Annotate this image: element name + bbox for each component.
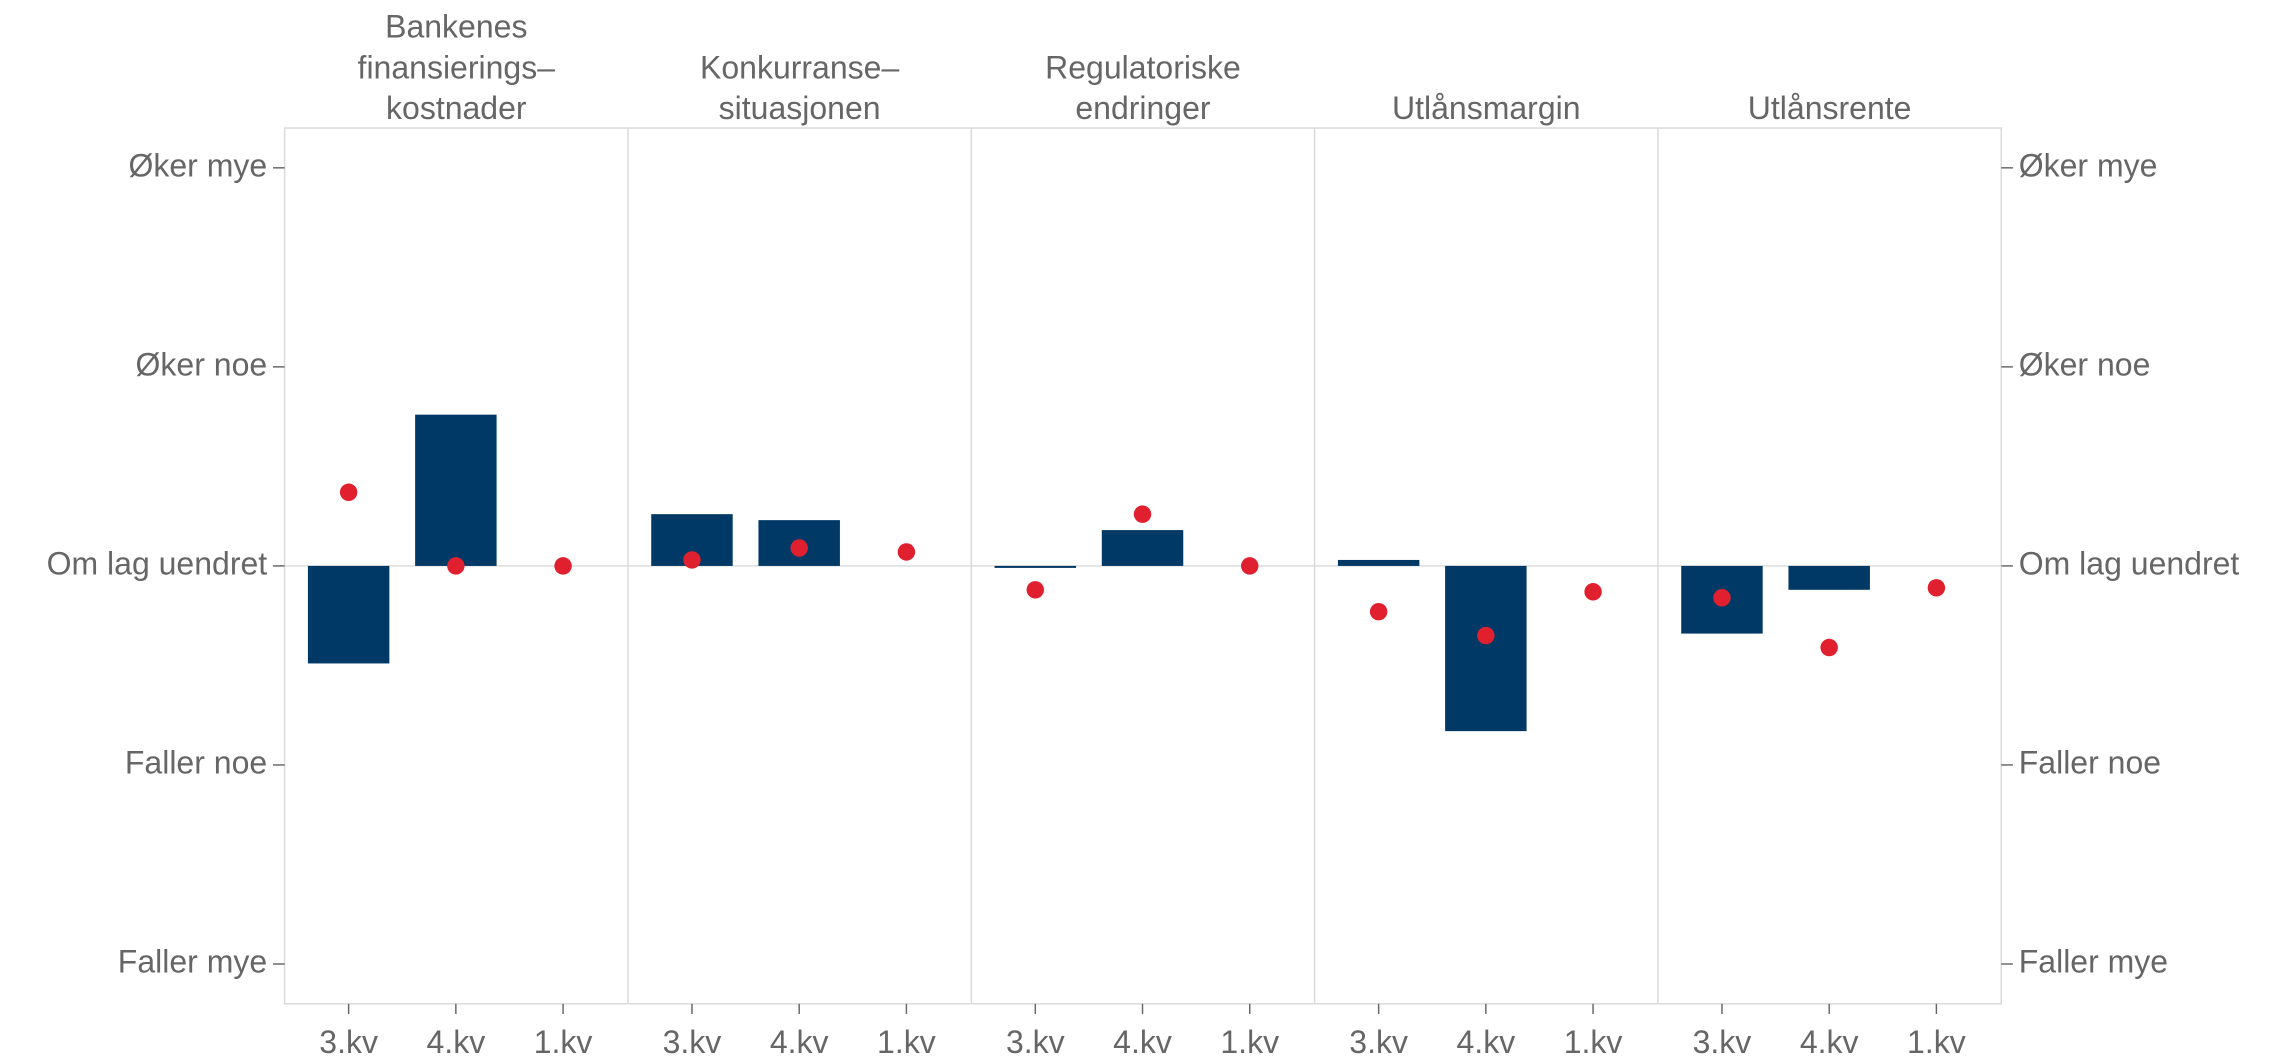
x-tick-label: 4.kv — [1457, 1024, 1516, 1060]
bar — [994, 565, 1077, 568]
dot — [1369, 602, 1388, 621]
x-tick-label: 3.kv — [1693, 1024, 1752, 1060]
x-tick-label: 4.kv — [770, 1024, 829, 1060]
y2-tick-label: Øker noe — [2019, 346, 2151, 382]
x-tick-label: 4.kv — [1800, 1024, 1859, 1060]
x-tick-label: 3.kv — [1006, 1024, 1065, 1060]
y-tick-label: Øker noe — [136, 346, 268, 382]
y2-tick-label: Om lag uendret — [2019, 545, 2240, 581]
panel-title: Bankenes — [385, 9, 527, 45]
x-tick-label: 1.kv — [1220, 1024, 1279, 1060]
dot — [1026, 581, 1045, 599]
bar — [1101, 530, 1184, 566]
dot — [554, 557, 572, 575]
panel-title: Konkurranse– — [700, 49, 899, 85]
bar — [1337, 559, 1420, 566]
x-tick-label: 1.kv — [534, 1024, 593, 1060]
panel-title: Utlånsrente — [1748, 90, 1912, 126]
dot — [683, 551, 701, 569]
dot — [1927, 579, 1946, 597]
panel-title: endringer — [1075, 90, 1211, 126]
dot — [790, 539, 808, 557]
y2-tick-label: Faller noe — [2019, 744, 2161, 780]
dot — [1241, 557, 1259, 575]
y-tick-label: Faller mye — [118, 943, 267, 979]
x-tick-label: 4.kv — [1113, 1024, 1172, 1060]
dot — [339, 483, 358, 501]
bar — [1445, 565, 1527, 732]
dot — [897, 543, 916, 561]
panel-title: Regulatoriske — [1045, 49, 1241, 85]
x-tick-label: 4.kv — [427, 1024, 486, 1060]
panel-title: finansierings– — [358, 49, 556, 85]
panel-title: Utlånsmargin — [1392, 90, 1581, 126]
dot — [1133, 505, 1152, 523]
x-tick-label: 3.kv — [319, 1024, 378, 1060]
y-tick-label: Faller noe — [125, 744, 267, 780]
bar — [1788, 565, 1870, 590]
bar — [415, 414, 497, 566]
panel-title: situasjonen — [719, 90, 881, 126]
y2-tick-label: Øker mye — [2019, 147, 2158, 183]
x-tick-label: 3.kv — [663, 1024, 722, 1060]
dot — [1820, 638, 1838, 657]
x-tick-label: 1.kv — [1907, 1024, 1966, 1060]
y2-tick-label: Faller mye — [2019, 943, 2168, 979]
x-tick-label: 1.kv — [1564, 1024, 1623, 1060]
panel-title: kostnader — [386, 90, 527, 126]
bar — [307, 565, 390, 664]
y-tick-label: Om lag uendret — [47, 545, 268, 581]
dot — [447, 557, 465, 575]
x-tick-label: 3.kv — [1349, 1024, 1408, 1060]
dot — [1584, 583, 1602, 601]
x-tick-label: 1.kv — [877, 1024, 936, 1060]
dot — [1477, 626, 1495, 645]
dot — [1713, 589, 1731, 607]
y-tick-label: Øker mye — [128, 147, 267, 183]
